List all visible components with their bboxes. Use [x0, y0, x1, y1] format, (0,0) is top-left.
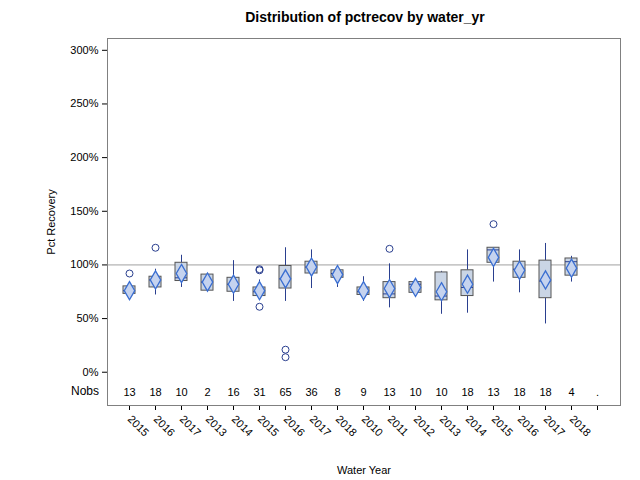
svg-text:2012: 2012: [412, 413, 438, 439]
svg-text:Pct Recovery: Pct Recovery: [45, 189, 57, 255]
svg-text:36: 36: [305, 386, 317, 398]
svg-text:2014: 2014: [464, 413, 490, 439]
svg-text:.: .: [596, 386, 599, 398]
svg-text:13: 13: [487, 386, 499, 398]
svg-text:Nobs: Nobs: [71, 384, 99, 398]
svg-text:2013: 2013: [204, 413, 230, 439]
svg-text:13: 13: [383, 386, 395, 398]
svg-text:2015: 2015: [126, 413, 152, 439]
svg-text:200%: 200%: [70, 151, 98, 163]
svg-text:18: 18: [513, 386, 525, 398]
svg-text:300%: 300%: [70, 44, 98, 56]
svg-text:10: 10: [435, 386, 447, 398]
svg-text:2017: 2017: [542, 413, 568, 439]
svg-text:0%: 0%: [83, 366, 99, 378]
svg-text:2018: 2018: [568, 413, 594, 439]
svg-text:2010: 2010: [360, 413, 386, 439]
svg-text:2016: 2016: [282, 413, 308, 439]
svg-text:2017: 2017: [178, 413, 204, 439]
svg-text:Water Year: Water Year: [337, 464, 391, 476]
svg-text:2011: 2011: [386, 413, 411, 438]
svg-text:2016: 2016: [516, 413, 542, 439]
svg-text:4: 4: [568, 386, 574, 398]
svg-text:50%: 50%: [76, 312, 98, 324]
html-text:Distribution of pctrecov by wa: Distribution of pctrecov by water_yr: [245, 9, 485, 25]
svg-text:13: 13: [123, 386, 135, 398]
svg-text:2018: 2018: [334, 413, 360, 439]
svg-text:250%: 250%: [70, 97, 98, 109]
svg-text:18: 18: [539, 386, 551, 398]
svg-text:16: 16: [227, 386, 239, 398]
svg-text:18: 18: [461, 386, 473, 398]
svg-text:2015: 2015: [256, 413, 282, 439]
svg-text:2015: 2015: [490, 413, 516, 439]
svg-text:2016: 2016: [152, 413, 178, 439]
svg-text:2013: 2013: [438, 413, 464, 439]
svg-text:18: 18: [149, 386, 161, 398]
svg-text:9: 9: [360, 386, 366, 398]
svg-text:31: 31: [253, 386, 265, 398]
svg-text:2014: 2014: [230, 413, 256, 439]
svg-text:2017: 2017: [308, 413, 334, 439]
svg-text:100%: 100%: [70, 258, 98, 270]
svg-text:65: 65: [279, 386, 291, 398]
svg-text:150%: 150%: [70, 205, 98, 217]
svg-text:8: 8: [334, 386, 340, 398]
svg-text:2: 2: [204, 386, 210, 398]
svg-text:10: 10: [175, 386, 187, 398]
svg-text:10: 10: [409, 386, 421, 398]
